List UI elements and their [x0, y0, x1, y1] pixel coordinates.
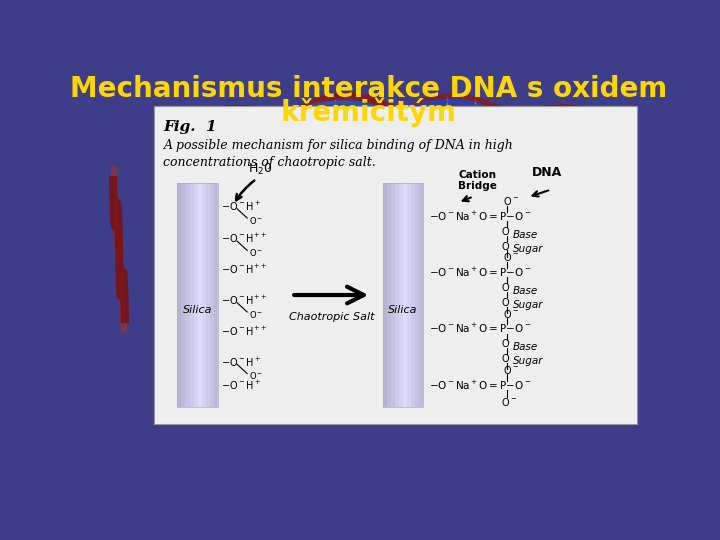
Bar — [383, 184, 423, 407]
Text: A possible mechanism for silica binding of DNA in high: A possible mechanism for silica binding … — [163, 139, 513, 152]
Text: Sugar: Sugar — [513, 356, 544, 366]
Bar — [399, 184, 403, 407]
Bar — [387, 184, 391, 407]
Text: O$^-$: O$^-$ — [248, 370, 263, 381]
Text: Sugar: Sugar — [513, 300, 544, 310]
Bar — [391, 184, 395, 407]
Text: DNA: DNA — [532, 166, 562, 179]
Text: $-$O$^-$Na$^+$O$=$P$-$O$^-$: $-$O$^-$Na$^+$O$=$P$-$O$^-$ — [429, 379, 532, 392]
Text: Sugar: Sugar — [513, 244, 544, 254]
Bar — [419, 184, 423, 407]
Bar — [197, 184, 202, 407]
Text: $-$O$^-$Na$^+$O$=$P$-$O$^-$: $-$O$^-$Na$^+$O$=$P$-$O$^-$ — [429, 322, 532, 335]
Bar — [411, 184, 415, 407]
Text: concentrations of chaotropic salt.: concentrations of chaotropic salt. — [163, 156, 377, 168]
Bar — [177, 184, 217, 407]
Text: O: O — [501, 241, 509, 252]
Bar — [202, 184, 206, 407]
Bar — [186, 184, 189, 407]
Text: $-$O$^-$H$^{++}$: $-$O$^-$H$^{++}$ — [221, 294, 267, 307]
Text: O: O — [501, 298, 509, 308]
Bar — [403, 184, 407, 407]
Bar — [395, 184, 399, 407]
Text: O$^-$: O$^-$ — [248, 309, 263, 320]
Text: $-$O$^-$Na$^+$O$=$P$-$O$^-$: $-$O$^-$Na$^+$O$=$P$-$O$^-$ — [429, 210, 532, 223]
Text: Chaotropic Salt: Chaotropic Salt — [289, 312, 374, 322]
Bar — [383, 184, 387, 407]
Text: O$^-$: O$^-$ — [503, 307, 519, 320]
Text: Silica: Silica — [388, 306, 418, 315]
Text: Base: Base — [513, 230, 539, 240]
Bar — [154, 106, 636, 424]
Text: Fig.  1: Fig. 1 — [163, 120, 217, 134]
Text: Base: Base — [513, 342, 539, 353]
Text: $-$O$^-$H$^+$: $-$O$^-$H$^+$ — [221, 355, 261, 369]
Text: Silica: Silica — [183, 306, 212, 315]
Text: O$^-$: O$^-$ — [248, 247, 263, 258]
Text: O: O — [501, 354, 509, 364]
Text: $-$O$^-$H$^{++}$: $-$O$^-$H$^{++}$ — [221, 263, 267, 276]
Text: $-$O$^-$Na$^+$O$=$P$-$O$^-$: $-$O$^-$Na$^+$O$=$P$-$O$^-$ — [429, 266, 532, 279]
Text: $-$O$^-$H$^+$: $-$O$^-$H$^+$ — [221, 200, 261, 213]
Text: O$^-$: O$^-$ — [501, 396, 518, 408]
Text: O: O — [501, 227, 509, 237]
Text: $-$O$^-$H$^+$: $-$O$^-$H$^+$ — [221, 379, 261, 392]
Text: O: O — [501, 283, 509, 293]
Text: O: O — [501, 339, 509, 349]
Text: $-$O$^-$H$^{++}$: $-$O$^-$H$^{++}$ — [221, 325, 267, 338]
Text: O$^-$: O$^-$ — [248, 215, 263, 226]
Bar — [210, 184, 214, 407]
Bar — [181, 184, 186, 407]
Bar — [415, 184, 419, 407]
Text: O$^-$: O$^-$ — [503, 195, 519, 207]
Text: O$^-$: O$^-$ — [503, 364, 519, 376]
Bar — [194, 184, 197, 407]
Text: H$_2$0: H$_2$0 — [248, 162, 273, 177]
Text: Base: Base — [513, 286, 539, 296]
Bar — [177, 184, 181, 407]
Text: O$^-$: O$^-$ — [503, 251, 519, 264]
Text: Cation
Bridge: Cation Bridge — [458, 170, 497, 191]
Bar — [206, 184, 210, 407]
Text: Mechanismus interakce DNA s oxidem: Mechanismus interakce DNA s oxidem — [71, 76, 667, 104]
Bar — [189, 184, 194, 407]
Bar — [214, 184, 217, 407]
Text: křemičitým: křemičitým — [281, 98, 457, 127]
Text: $-$O$^-$H$^{++}$: $-$O$^-$H$^{++}$ — [221, 232, 267, 245]
Bar — [407, 184, 411, 407]
